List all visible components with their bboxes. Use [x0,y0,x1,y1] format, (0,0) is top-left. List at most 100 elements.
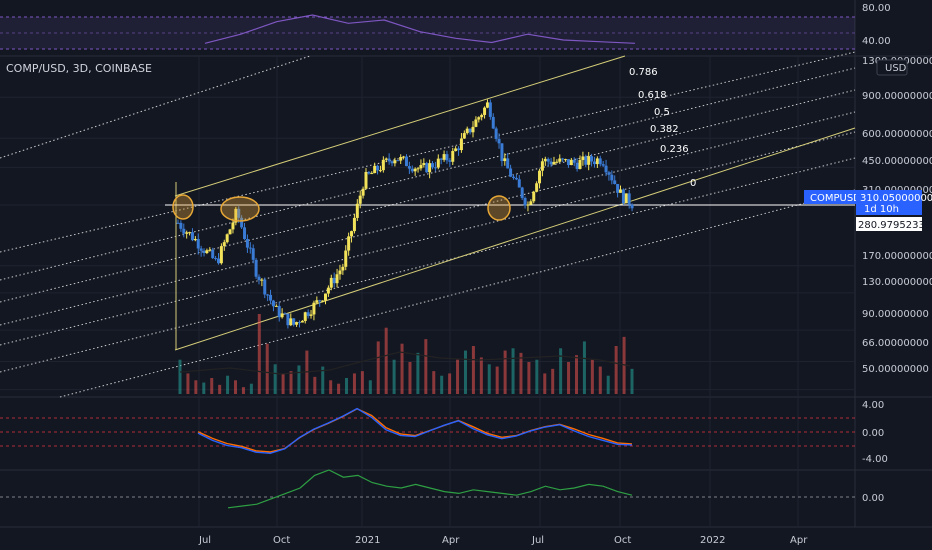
candle-body [367,171,371,174]
candle-body [280,313,284,318]
price-tick-170: 170.00000000 [862,251,932,262]
volume-ma-line [179,351,631,375]
volume-bar [551,368,555,394]
candle-body [410,168,414,172]
candle-body [581,156,585,161]
volume-bar [281,373,285,394]
volume-bar [289,371,293,394]
volume-bar [582,341,586,394]
candle-body [402,156,406,158]
rsi-tick-80: 80.00 [862,3,891,14]
candle-body [422,163,426,165]
chart-title: COMP/USD, 3D, COINBASE [6,62,152,75]
candle-body [526,204,530,206]
volume-bar [360,371,364,394]
candle-body [376,165,380,171]
volume-bar [210,378,214,394]
candle-body [341,266,345,271]
candle-body [387,158,391,162]
candle-body [442,154,446,160]
candle-body [621,189,625,204]
candle-body [517,179,521,188]
currency-badge[interactable] [876,59,908,76]
volume-bar [384,327,388,394]
volume-bar [345,378,349,394]
volume-bar [574,355,578,394]
candle-body [465,128,469,134]
candle-body [199,248,203,251]
candle-body [347,236,351,251]
fib-line [0,67,856,281]
candle-body [185,232,189,234]
volume-bar [178,359,182,394]
rsi-line [204,14,636,44]
time-tick-oct: Oct [273,535,290,546]
candle-body [561,158,565,160]
candle-body [254,259,258,277]
time-tick-apr: Apr [442,535,460,546]
volume-bar [479,357,483,394]
candle-body [202,250,206,254]
channel-upper-line [174,55,626,197]
candle-body [613,180,617,184]
countdown-text: 1d 10h [864,204,899,215]
candle-body [604,165,608,173]
volume-bar [408,362,412,394]
candle-body [601,164,605,166]
candle-body [352,217,356,232]
candle-body [205,250,209,254]
candle-body [584,156,588,165]
candle-body [538,170,542,184]
candle-body [248,247,252,249]
candle-body [549,161,553,165]
candle-body [399,157,403,161]
candle-body [532,191,536,202]
candle-body [182,228,186,234]
volume-bar [329,380,333,394]
candle-body [350,231,354,237]
fib-line [59,189,856,398]
candle-body [497,138,501,144]
volume-bar [527,362,531,394]
volume-bar [226,375,230,394]
cursor-price-tag [856,217,922,231]
candle-body [439,158,443,160]
price-tick-50: 50.00000000 [862,364,929,375]
candle-body [390,161,394,164]
volume-bar [448,373,452,394]
volume-bar [186,373,190,394]
candle-body [219,246,223,264]
candle-body [595,158,599,165]
candle-body [196,238,200,249]
candle-body [590,156,594,162]
candle-body [598,158,602,165]
fib-label-0382: 0.382 [650,124,679,135]
candle-body [509,168,513,177]
highlight-circle [172,194,194,220]
candle-body [237,208,241,218]
volume-bar [202,382,206,394]
candle-body [257,276,261,281]
candle-body [500,143,504,162]
candle-body [283,313,287,315]
candle-body [176,222,180,224]
fib-line [0,131,856,346]
candle-body [179,222,183,229]
time-tick-oct-2021: Oct [614,535,631,546]
volume-bar [535,359,539,394]
candle-body [355,203,359,218]
time-tick-2021: 2021 [355,535,380,546]
volume-bar [622,336,626,394]
candle-body [324,293,328,301]
candle-body [543,158,547,162]
candle-body [292,318,296,325]
volume-bar [630,368,634,394]
candle-body [364,171,368,189]
rsi-tick-40: 40.00 [862,36,891,47]
candle-body [263,279,267,295]
candle-body [575,162,579,169]
fib-label-0786: 0.786 [629,67,658,78]
highlight-circle [487,195,511,221]
